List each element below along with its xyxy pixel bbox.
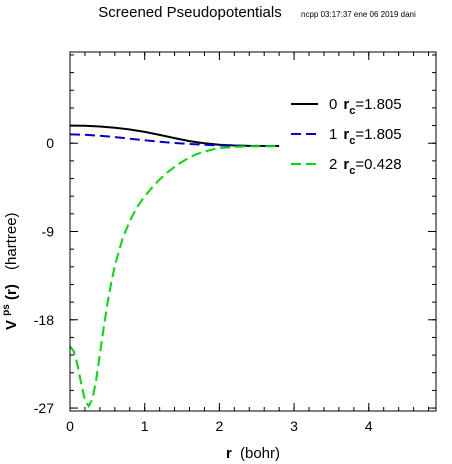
chart-title: Screened Pseudopotentials xyxy=(98,4,281,21)
x-axis-unit: (bohr) xyxy=(240,445,280,462)
legend-label-0: 0 rc=1.805 xyxy=(329,96,402,117)
legend-label-2: 2 rc=0.428 xyxy=(329,156,402,177)
y-axis-symbol: V xyxy=(3,320,20,330)
x-tick-label: 1 xyxy=(141,418,149,434)
x-tick-label: 3 xyxy=(290,418,298,434)
x-tick-label: 2 xyxy=(215,418,223,434)
x-axis-label: r (bohr) xyxy=(226,445,280,462)
y-tick-label: -9 xyxy=(42,224,55,240)
legend: 0 rc=1.805 1 rc=1.805 2 rc=0.428 xyxy=(291,96,402,177)
y-axis-unit: (hartree) xyxy=(3,212,20,270)
y-axis-label: V ps (r) (hartree) xyxy=(0,212,20,330)
y-axis-superscript: ps xyxy=(1,304,12,316)
y-tick-labels: 0 -9 -18 -27 xyxy=(34,135,54,416)
axis-ticks xyxy=(69,52,436,411)
y-tick-label: -27 xyxy=(34,400,54,416)
x-tick-labels: 0 1 2 3 4 xyxy=(66,418,373,434)
run-stamp: ncpp 03:17:37 ene 06 2019 dani xyxy=(301,10,416,19)
series-line-2 xyxy=(69,145,280,409)
plot-frame xyxy=(69,51,437,412)
y-tick-label: -18 xyxy=(34,312,54,328)
legend-label-1: 1 rc=1.805 xyxy=(329,126,402,147)
y-tick-label: 0 xyxy=(46,135,54,151)
x-tick-label: 0 xyxy=(66,418,74,434)
y-axis-argument: (r) xyxy=(3,284,20,300)
x-axis-symbol: r xyxy=(226,445,232,462)
plot-curves xyxy=(69,124,280,409)
x-tick-label: 4 xyxy=(365,418,373,434)
